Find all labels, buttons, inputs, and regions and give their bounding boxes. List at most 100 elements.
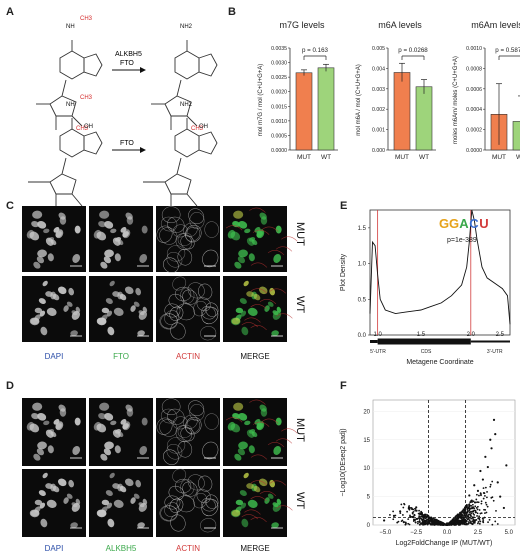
- cell-nucleus: [138, 503, 147, 512]
- gene-point: [383, 519, 386, 522]
- gene-point: [399, 512, 402, 515]
- cell-actin-fiber: [269, 288, 287, 294]
- bar-mut: [393, 72, 411, 151]
- cell-overlay-d: [26, 398, 298, 533]
- gene-point: [473, 513, 476, 516]
- gene-point: [420, 522, 423, 524]
- gene-point: [485, 503, 488, 506]
- cell-nucleus: [107, 326, 115, 336]
- cell-nucleus: [246, 237, 255, 246]
- gene-point: [418, 515, 421, 518]
- row-label-c-wt: WT: [294, 296, 306, 314]
- cell-nucleus: [256, 229, 265, 239]
- p-value: p = 0.0268: [398, 47, 428, 54]
- gene-point: [413, 514, 416, 517]
- cell-nucleus: [239, 490, 247, 497]
- gene-point: [414, 508, 417, 510]
- gene-point: [480, 500, 483, 503]
- cell-nucleus: [59, 216, 67, 225]
- gene-point: [482, 519, 485, 522]
- cell-actin-fiber: [275, 246, 293, 252]
- x-tick-label: −5.0: [379, 530, 392, 536]
- cell-nucleus: [166, 437, 186, 454]
- cell-nucleus: [39, 310, 46, 317]
- gene-point: [432, 523, 435, 526]
- cell-nucleus: [159, 313, 178, 330]
- cell-nucleus: [114, 445, 121, 454]
- cell-nucleus: [275, 417, 282, 426]
- gene-point: [415, 506, 418, 509]
- cell-nucleus: [176, 303, 195, 321]
- cell-nucleus: [193, 300, 208, 317]
- gene-point: [420, 515, 423, 518]
- gene-point: [416, 520, 419, 523]
- cell-actin-fiber: [275, 438, 293, 444]
- cell-nucleus: [169, 498, 184, 513]
- bar-wt: [512, 121, 520, 151]
- cell-nucleus: [106, 310, 113, 317]
- gene-point: [492, 499, 495, 502]
- gene-point: [499, 495, 502, 498]
- gene-point: [467, 504, 470, 506]
- cell-nucleus: [275, 225, 282, 234]
- cell-nucleus: [187, 474, 205, 491]
- cell-nucleus: [104, 249, 114, 258]
- methyl-label-top: CH3: [80, 16, 93, 22]
- y-tick-label: 0.000: [372, 148, 385, 154]
- gene-point: [415, 509, 418, 512]
- gene-point: [471, 522, 474, 525]
- gene-point: [478, 517, 481, 520]
- y-tick-label: 0.0010: [466, 46, 482, 52]
- cell-nucleus: [34, 499, 43, 506]
- gene-point: [491, 480, 494, 483]
- cell-nucleus: [166, 245, 186, 262]
- cell-nucleus: [272, 503, 281, 512]
- gene-point: [423, 516, 426, 519]
- cell-nucleus: [104, 441, 114, 450]
- gene-point: [467, 510, 469, 513]
- cell-nucleus: [109, 472, 115, 479]
- cell-nucleus: [42, 280, 48, 287]
- gene-point: [491, 523, 494, 526]
- gene-point: [451, 523, 454, 526]
- gene-point: [429, 518, 432, 521]
- gene-point: [460, 511, 463, 514]
- y-tick-label: 0.0025: [271, 75, 287, 81]
- cell-nucleus: [238, 220, 248, 229]
- gene-point: [452, 520, 455, 523]
- utr3-band: [470, 340, 510, 343]
- gene-point: [429, 519, 432, 522]
- gene-point: [420, 517, 422, 520]
- category-label: MUT: [395, 154, 409, 161]
- cell-nucleus: [201, 498, 219, 517]
- gene-point: [397, 520, 400, 523]
- gene-point: [417, 517, 420, 520]
- gene-point: [470, 504, 473, 507]
- x-tick-label: 2.5: [496, 332, 505, 338]
- cell-nucleus: [237, 448, 246, 456]
- y-tick-label: 0.0008: [466, 66, 482, 72]
- enzyme-label-fto-top: FTO: [120, 60, 134, 67]
- cell-nucleus: [74, 417, 81, 426]
- cell-nucleus: [200, 326, 217, 341]
- cell-nucleus: [46, 307, 57, 316]
- x-tick-label: 2.0: [467, 332, 476, 338]
- cell-actin-fiber: [241, 514, 258, 520]
- gene-point: [494, 432, 497, 436]
- cell-nucleus: [105, 298, 113, 305]
- cell-nucleus: [177, 441, 193, 458]
- cell-nucleus: [52, 293, 60, 301]
- cell-nucleus: [38, 298, 46, 305]
- cell-nucleus: [37, 220, 47, 229]
- cell-nucleus: [168, 293, 185, 309]
- cell-nucleus: [170, 514, 186, 532]
- cell-nucleus: [125, 478, 134, 487]
- cell-nucleus: [68, 479, 75, 488]
- gene-point: [434, 520, 438, 523]
- gene-point: [423, 513, 426, 516]
- gene-point: [464, 512, 466, 515]
- gene-point: [461, 520, 464, 523]
- gene-point: [475, 498, 478, 501]
- gene-point: [470, 499, 473, 502]
- density-line: [369, 209, 511, 325]
